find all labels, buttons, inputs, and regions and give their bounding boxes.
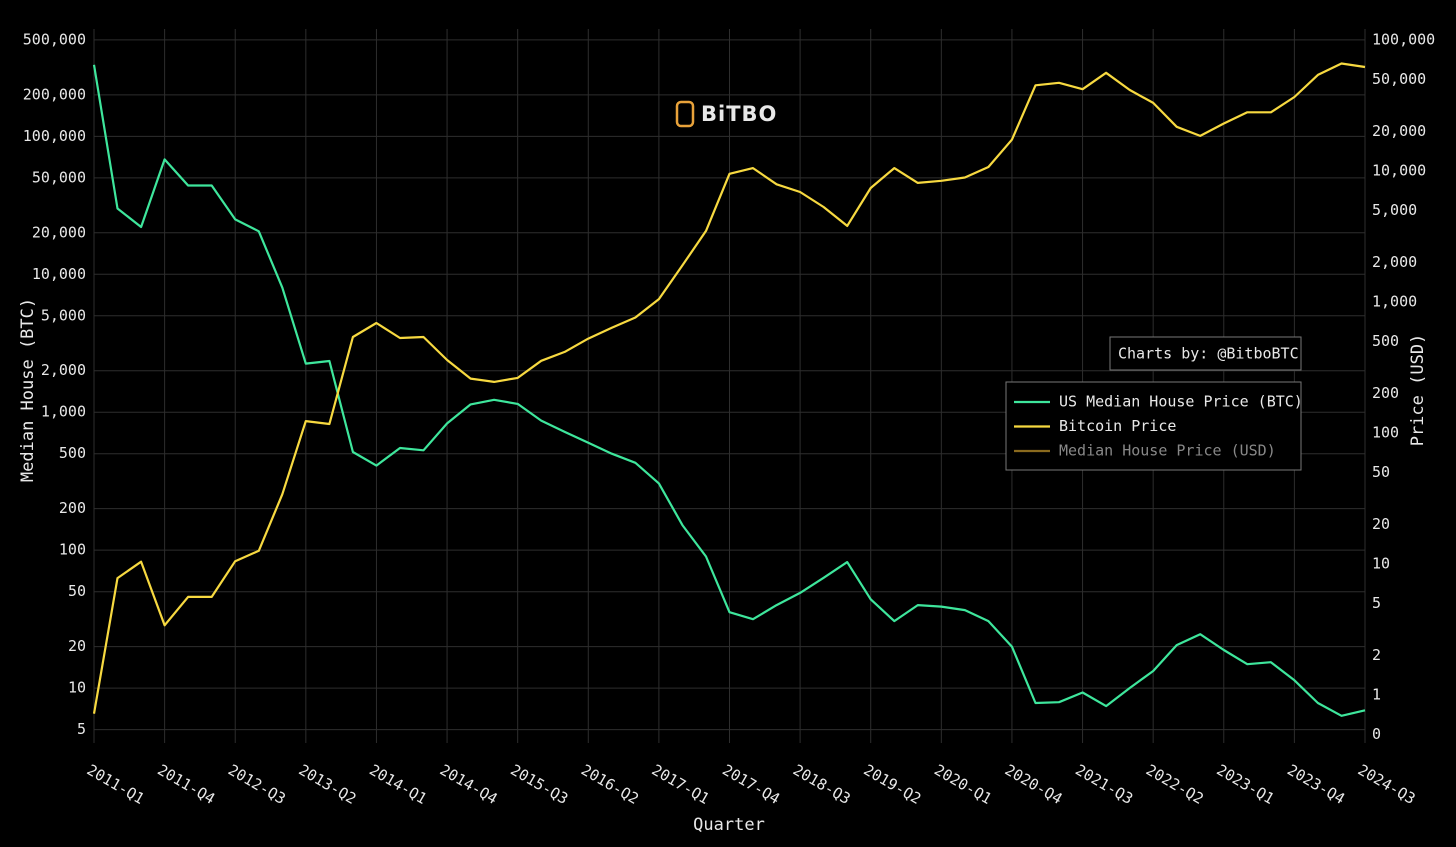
legend-label: US Median House Price (BTC) xyxy=(1059,393,1303,411)
y-axis-title: Median House (BTC) xyxy=(18,298,38,482)
y2-tick-label: 100,000 xyxy=(1372,30,1435,48)
y-tick-label: 100,000 xyxy=(23,127,86,145)
y-tick-label: 500 xyxy=(59,444,86,462)
y-tick-label: 20 xyxy=(68,637,86,655)
y2-tick-label: 100 xyxy=(1372,423,1399,441)
x-axis-title: Quarter xyxy=(693,815,765,835)
credit-box xyxy=(1109,336,1302,371)
series-line xyxy=(92,62,1366,714)
y-tick-label: 200,000 xyxy=(23,85,86,103)
y-tick-label: 500,000 xyxy=(23,30,86,48)
grid xyxy=(93,29,1366,743)
y2-tick-label: 500 xyxy=(1372,332,1399,350)
y-tick-label: 5 xyxy=(77,720,86,738)
y2-tick-label: 2,000 xyxy=(1372,253,1417,271)
legend-box xyxy=(1005,381,1302,471)
y2-tick-label: 5 xyxy=(1372,594,1381,612)
y2-tick-label: 2 xyxy=(1372,646,1381,664)
y2-tick-label: 10,000 xyxy=(1372,161,1426,179)
y-tick-label: 100 xyxy=(59,541,86,559)
y2-tick-label: 20,000 xyxy=(1372,122,1426,140)
legend: US Median House Price (BTC) Bitcoin Price… xyxy=(1014,393,1303,460)
y2-axis-title: Price (USD) xyxy=(1408,334,1428,447)
y-tick-label: 2,000 xyxy=(41,361,86,379)
y2-tick-label: 0 xyxy=(1372,725,1381,743)
y2-tick-label: 200 xyxy=(1372,384,1399,402)
y-tick-label: 1,000 xyxy=(41,403,86,421)
y2-tick-label: 1 xyxy=(1372,685,1381,703)
credit: Charts by: @BitboBTC xyxy=(1118,345,1299,363)
y2-tick-label: 20 xyxy=(1372,515,1390,533)
legend-label: Median House Price (USD) xyxy=(1059,442,1276,460)
lines xyxy=(92,62,1366,717)
y2-tick-label: 50 xyxy=(1372,463,1390,481)
y-tick-label: 200 xyxy=(59,499,86,517)
y2-tick-label: 1,000 xyxy=(1372,292,1417,310)
watermark: BiTBO xyxy=(675,100,777,128)
y-tick-label: 5,000 xyxy=(41,306,86,324)
y-tick-label: 10,000 xyxy=(32,265,86,283)
y2-tick-label: 10 xyxy=(1372,554,1390,572)
y-tick-label: 50,000 xyxy=(32,168,86,186)
series-line xyxy=(92,64,1366,717)
legend-label: Bitcoin Price xyxy=(1059,417,1176,435)
watermark-text: BiTBO xyxy=(701,102,777,126)
y2-tick-label: 5,000 xyxy=(1372,201,1417,219)
y-tick-label: 20,000 xyxy=(32,223,86,241)
y-tick-label: 10 xyxy=(68,679,86,697)
y2-tick-label: 50,000 xyxy=(1372,70,1426,88)
y-tick-label: 50 xyxy=(68,582,86,600)
watermark-logo xyxy=(675,100,695,128)
